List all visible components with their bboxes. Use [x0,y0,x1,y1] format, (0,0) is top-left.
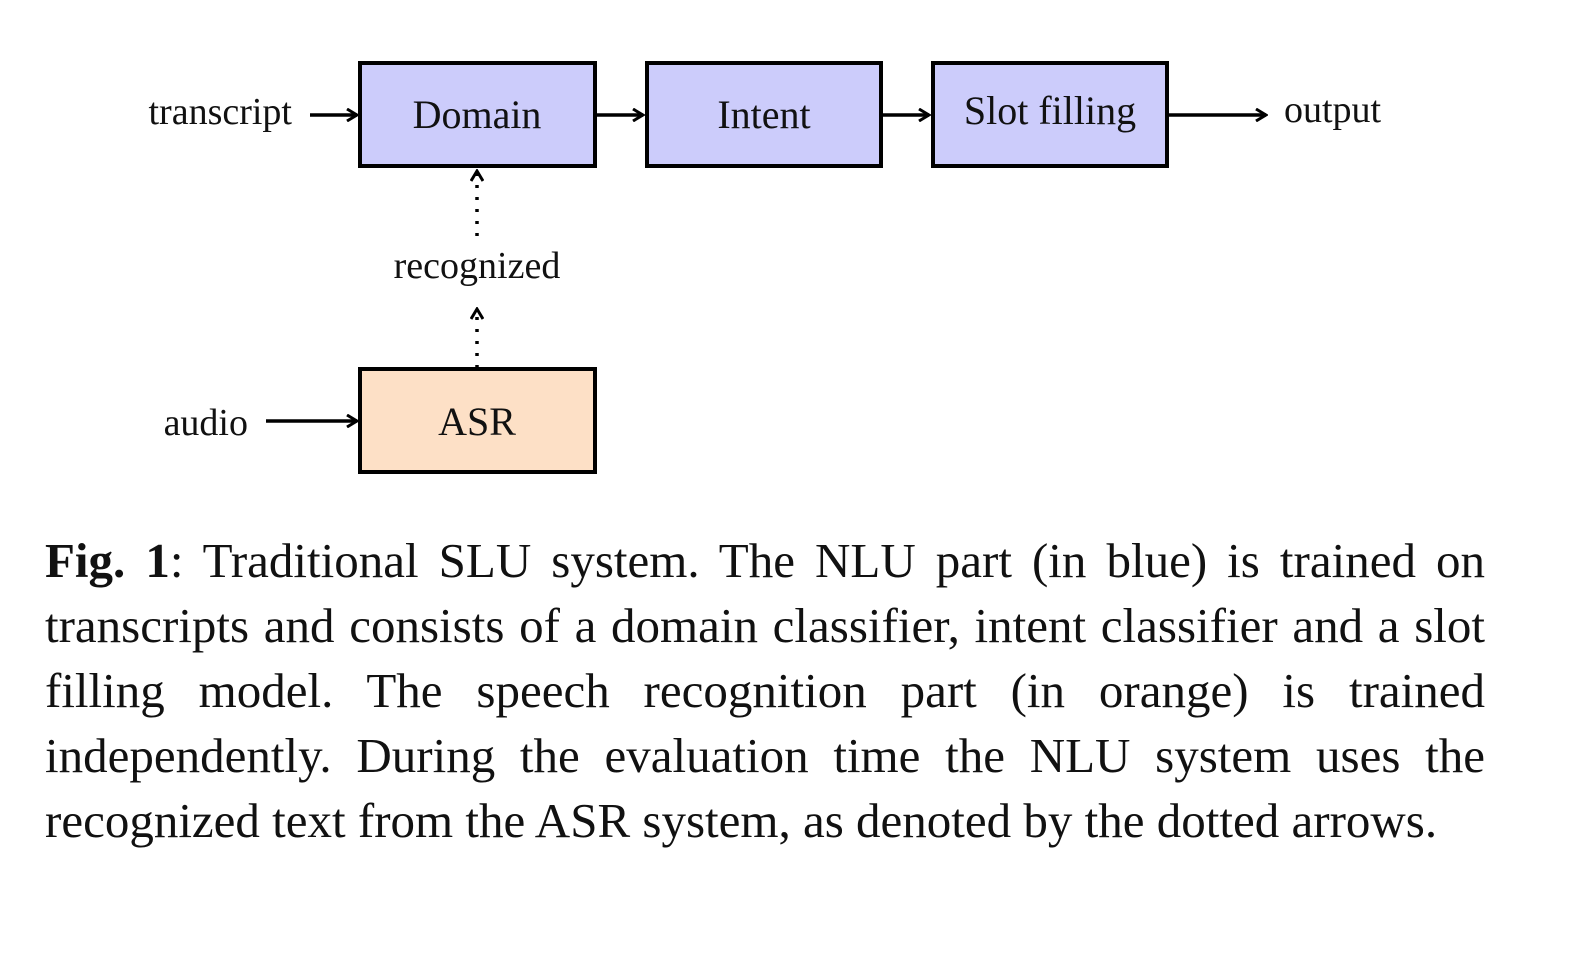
audio-label: audio [164,402,248,444]
caption-text: : Traditional SLU system. The NLU part (… [45,533,1485,848]
intent-label: Intent [717,92,810,137]
figure-number: Fig. 1 [45,533,170,588]
slot-filling-label: Slot filling [964,88,1136,133]
asr-label: ASR [438,399,516,444]
output-label: output [1284,89,1382,131]
slu-diagram: transcript Domain Intent Slot filling ou… [148,61,1382,474]
slot-filling-box: Slot filling [931,61,1169,168]
recognized-label: recognized [394,245,561,287]
asr-box: ASR [358,367,597,474]
domain-box: Domain [358,61,597,168]
domain-label: Domain [413,92,542,137]
intent-box: Intent [645,61,883,168]
transcript-label: transcript [148,91,292,133]
figure-caption: Fig. 1: Traditional SLU system. The NLU … [45,528,1485,853]
